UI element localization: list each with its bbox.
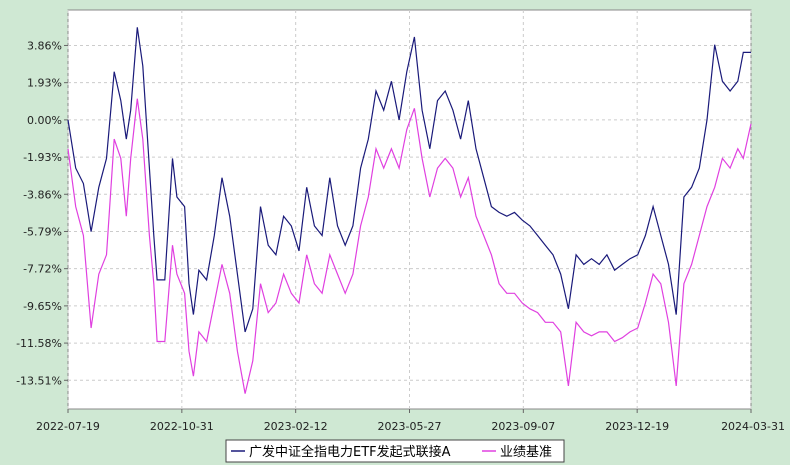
y-tick-label: -1.93%	[23, 151, 62, 164]
y-tick-label: -9.65%	[23, 300, 62, 313]
x-tick-label: 2023-12-19	[605, 420, 669, 433]
x-tick-label: 2022-10-31	[150, 420, 214, 433]
series-line-fund	[67, 27, 751, 333]
x-tick-label: 2022-07-19	[36, 420, 100, 433]
x-tick-label: 2023-02-12	[264, 420, 328, 433]
x-axis: 2022-07-19 2022-10-31 2023-02-12 2023-05-27…	[36, 409, 785, 433]
legend: 广发中证全指电力ETF发起式联接A 业绩基准	[225, 439, 565, 463]
legend-box	[225, 439, 565, 463]
x-tick-label: 2024-03-31	[721, 420, 785, 433]
y-tick-label: 1.93%	[27, 77, 62, 90]
y-tick-label: -13.51%	[16, 374, 62, 387]
x-tick-label: 2023-05-27	[378, 420, 442, 433]
y-tick-label: 0.00%	[27, 114, 62, 127]
y-tick-label: 3.86%	[27, 39, 62, 52]
y-tick-label: -5.79%	[23, 225, 62, 238]
legend-label-benchmark: 业绩基准	[500, 445, 552, 460]
y-tick-label: -7.72%	[23, 263, 62, 276]
y-tick-label: -3.86%	[23, 188, 62, 201]
legend-label-fund: 广发中证全指电力ETF发起式联接A	[249, 444, 451, 460]
x-tick-label: 2023-09-07	[491, 420, 555, 433]
series-line-benchmark	[67, 98, 752, 394]
y-axis: 3.86% 1.93% 0.00% -1.93% -3.86% -5.79% -7.72% -…	[16, 39, 68, 387]
y-tick-label: -11.58%	[16, 337, 62, 350]
series-lines	[67, 27, 752, 394]
grid	[67, 10, 752, 409]
